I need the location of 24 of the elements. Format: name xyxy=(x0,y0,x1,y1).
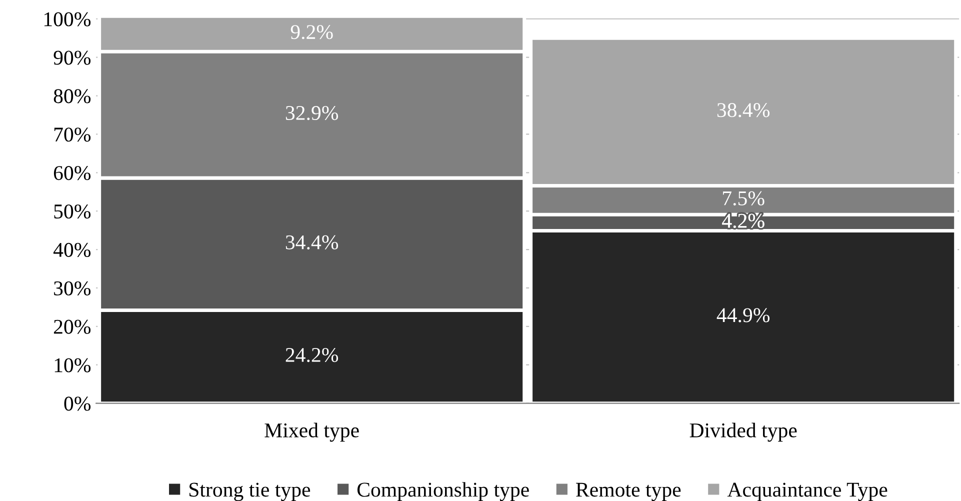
data-label: 44.9% xyxy=(716,308,770,322)
x-tick-label: Divided type xyxy=(690,422,797,442)
y-tick-label: 100% xyxy=(44,12,91,26)
data-label: 24.2% xyxy=(286,348,338,362)
y-tick-label: 20% xyxy=(54,320,91,334)
data-label: 32.9% xyxy=(286,106,338,120)
y-tick-label: 70% xyxy=(54,128,91,142)
data-label: 9.2% xyxy=(290,25,333,40)
y-tick-label: 60% xyxy=(54,166,91,180)
legend-label: Strong tie type xyxy=(190,482,310,501)
y-tick-label: 30% xyxy=(54,281,91,296)
legend-label: Remote type xyxy=(576,482,681,501)
legend-label: Companionship type xyxy=(357,482,529,501)
y-tick-label: 50% xyxy=(54,204,91,219)
y-tick-label: 0% xyxy=(64,396,91,411)
x-tick-label: Mixed type xyxy=(264,422,359,442)
y-tick-label: 40% xyxy=(53,242,91,258)
y-tick-label: 80% xyxy=(54,89,91,104)
data-label: 34.4% xyxy=(286,235,338,250)
legend-label: Acquaintance Type xyxy=(727,482,888,501)
data-label: 38.4% xyxy=(717,103,770,118)
y-tick-label: 90% xyxy=(54,50,91,65)
y-tick-label: 10% xyxy=(54,358,91,372)
data-label: 7.5% xyxy=(723,191,764,206)
